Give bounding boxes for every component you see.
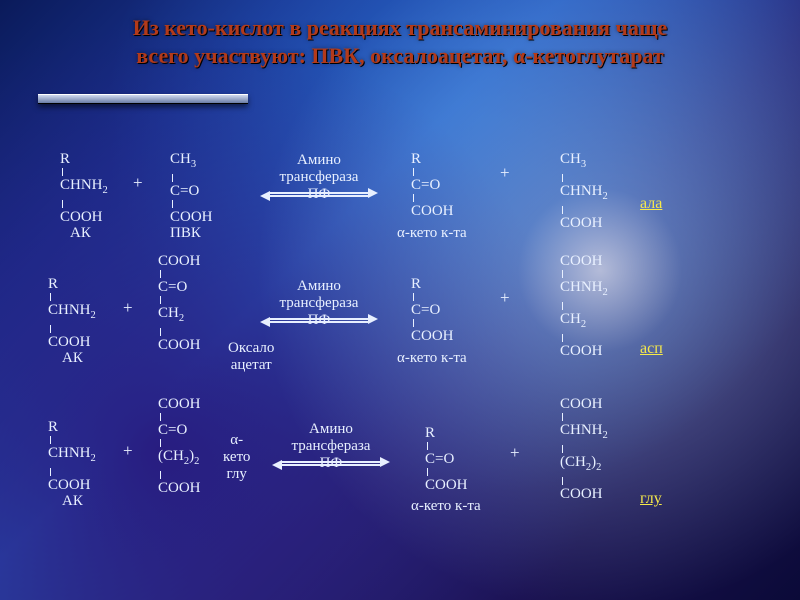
r1-ak-label: АК [70, 225, 91, 242]
r2-oxalo-label: Оксало ацетат [228, 340, 274, 374]
r2-double-arrow-b [260, 318, 378, 330]
r2-keto-label: α-кето к-та [397, 350, 467, 367]
r3-plus-1: + [123, 441, 133, 461]
slide-title: Из кето-кислот в реакциях трансаминирова… [40, 14, 760, 69]
r1-pvk-label: ПВК [170, 225, 201, 242]
r1-reactant-ak: R CHNH2 COOH [60, 150, 108, 226]
r2-asp-label: асп [640, 340, 663, 358]
r2-reactant-ak: R CHNH2 COOH [48, 275, 96, 351]
r3-double-arrow-b [272, 461, 390, 473]
r2-ak-label: АК [62, 350, 83, 367]
r3-plus-2: + [510, 443, 520, 463]
r3-glu-label: глу [640, 490, 662, 508]
slide: { "title": "Из кето-кислот в реакциях тр… [0, 0, 800, 600]
r2-prod-keto: R C=O COOH [411, 275, 454, 345]
r3-reactant-ak: R CHNH2 COOH [48, 418, 96, 494]
r2-prod-asp: COOH CHNH2 CH2 COOH [560, 252, 608, 360]
r2-reactant-oxalo: COOH C=O CH2 COOH [158, 252, 201, 354]
r1-prod-keto: R C=O COOH [411, 150, 454, 220]
title-underline [38, 94, 248, 104]
r1-plus-2: + [500, 163, 510, 183]
r3-prod-glu: COOH CHNH2 (CH2)2 COOH [560, 395, 608, 503]
r3-keto-label: α-кето к-та [411, 498, 481, 515]
r3-akg-label: α- кето глу [223, 432, 250, 483]
r1-prod-ala: CH3 CHNH2 COOH [560, 150, 608, 232]
r1-ala-label: ала [640, 195, 662, 213]
r2-plus-2: + [500, 288, 510, 308]
r1-keto-label: α-кето к-та [397, 225, 467, 242]
r3-ak-label: АК [62, 493, 83, 510]
r1-double-arrow-b [260, 192, 378, 204]
r3-reactant-akg: COOH C=O (CH2)2 COOH [158, 395, 201, 497]
r2-plus-1: + [123, 298, 133, 318]
r3-prod-keto: R C=O COOH [425, 424, 468, 494]
r1-plus-1: + [133, 173, 143, 193]
r1-reactant-pvk: CH3 C=O COOH [170, 150, 213, 226]
